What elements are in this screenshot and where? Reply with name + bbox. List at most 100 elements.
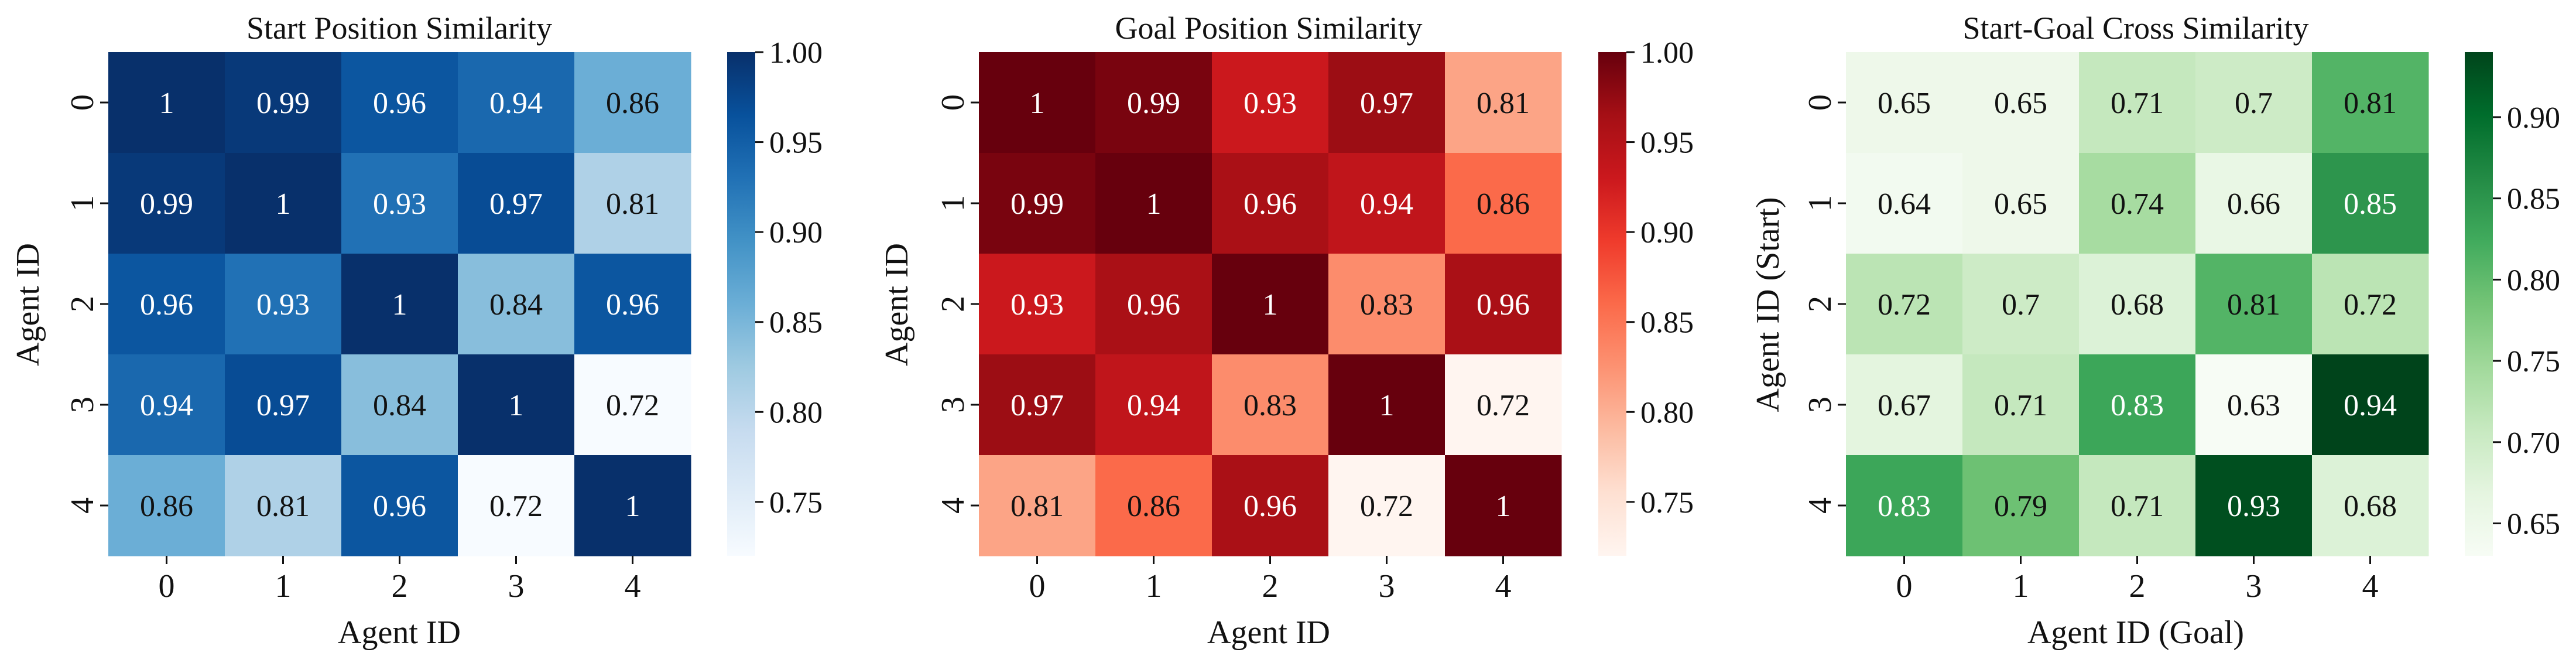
cell-value-label: 0.97: [489, 187, 543, 221]
y-tick-label: 3: [1802, 397, 1838, 413]
y-tick-label: 2: [935, 296, 971, 312]
x-tick-label: 2: [392, 568, 408, 604]
cell-value-label: 0.81: [1477, 87, 1530, 120]
heatmap-cell: [108, 153, 225, 254]
heatmap-cell: [574, 153, 691, 254]
x-tick-label: 2: [2129, 568, 2146, 604]
heatmap-cell: [225, 354, 342, 456]
colorbar-tick-label: 1.00: [1640, 36, 1694, 70]
colorbar-gradient: [727, 52, 755, 556]
colorbar-tick-label: 0.85: [1640, 306, 1694, 340]
x-axis-ticks: 0 1 2 3 4: [1029, 556, 1512, 604]
cell-value-label: 0.86: [1127, 490, 1180, 523]
heatmap-cell: [108, 52, 225, 153]
y-tick-label: 4: [935, 497, 971, 514]
x-tick-label: 0: [1029, 568, 1046, 604]
cell-value-label: 0.83: [1244, 389, 1297, 422]
heatmap-cell: [341, 52, 458, 153]
heatmap-cell: [108, 254, 225, 355]
heatmap-cell: [979, 153, 1096, 254]
heatmap-cell: [1962, 455, 2080, 556]
cell-value-label: 0.67: [1878, 389, 1931, 422]
heatmap-cell: [2312, 254, 2429, 355]
y-tick-label: 1: [64, 195, 101, 211]
heatmap-cell: [2079, 153, 2196, 254]
x-axis-ticks: 0 1 2 3 4: [1896, 556, 2379, 604]
heatmap-cell: [574, 52, 691, 153]
cell-value-label: 0.64: [1878, 187, 1931, 221]
heatmap-cell: [1095, 153, 1212, 254]
cell-value-label: 0.93: [2227, 490, 2280, 523]
cell-value-label: 0.71: [1994, 389, 2047, 422]
cell-value-label: 0.96: [1477, 288, 1530, 322]
cell-value-label: 0.72: [1878, 288, 1931, 322]
cell-value-label: 0.94: [140, 389, 193, 422]
heatmap-cell: [2079, 354, 2196, 456]
colorbar-tick-label: 0.95: [1640, 127, 1694, 160]
x-tick-label: 3: [508, 568, 525, 604]
colorbar-tick-label: 0.95: [769, 127, 823, 160]
y-axis-label: Agent ID (Start): [1750, 197, 1786, 412]
colorbar-tick-label: 0.90: [1640, 216, 1694, 250]
heatmap-cell: [2195, 354, 2313, 456]
y-tick-label: 0: [935, 94, 971, 111]
heatmap-cell: [225, 254, 342, 355]
cell-value-label: 0.71: [2111, 87, 2164, 120]
cell-value-label: 0.94: [1360, 187, 1413, 221]
colorbar-tick-label: 0.85: [769, 306, 823, 340]
cell-value-label: 0.84: [373, 389, 426, 422]
cell-value-label: 0.97: [256, 389, 310, 422]
heatmap-cell: [574, 254, 691, 355]
heatmap-cell: [1328, 455, 1445, 556]
chart-title: Start Position Similarity: [246, 11, 552, 46]
cell-value-label: 0.7: [2002, 288, 2040, 322]
heatmap-cell: [1962, 153, 2080, 254]
heatmap-cell: [1328, 153, 1445, 254]
heatmap-cell: [979, 455, 1096, 556]
heatmap-cells: 1 0.99 0.93 0.97 0.81 0.99 1 0.96 0.94 0.86 0.93 0.…: [979, 52, 1562, 556]
x-tick-label: 1: [2013, 568, 2029, 604]
colorbar-tick-label: 0.70: [2507, 426, 2560, 460]
cell-value-label: 0.93: [373, 187, 426, 221]
colorbar-tick-label: 0.65: [2507, 508, 2560, 541]
colorbar-gradient: [2465, 52, 2493, 556]
heatmap-cell: [1212, 52, 1329, 153]
heatmap-cell: [1328, 354, 1445, 456]
heatmap-cell: [108, 354, 225, 456]
y-tick-label: 3: [64, 397, 101, 413]
heatmap-cell: [1445, 52, 1562, 153]
x-axis-label: Agent ID: [1207, 614, 1330, 651]
y-tick-label: 1: [1802, 195, 1838, 211]
y-tick-label: 3: [935, 397, 971, 413]
heatmap-cell: [1095, 254, 1212, 355]
colorbar-gradient: [1598, 52, 1626, 556]
x-axis-ticks: 0 1 2 3 4: [159, 556, 641, 604]
heatmap-cell: [1962, 52, 2080, 153]
cell-value-label: 0.99: [140, 187, 193, 221]
cell-value-label: 1: [392, 288, 407, 322]
cell-value-label: 0.99: [1127, 87, 1180, 120]
x-axis-label: Agent ID: [338, 614, 461, 651]
heatmap-cell: [1445, 354, 1562, 456]
heatmap-cell: [574, 455, 691, 556]
chart-title: Goal Position Similarity: [1115, 11, 1422, 46]
cell-value-label: 0.97: [1010, 389, 1064, 422]
y-tick-label: 4: [1802, 497, 1838, 514]
cell-value-label: 0.86: [606, 87, 659, 120]
cell-value-label: 0.7: [2235, 87, 2273, 120]
x-tick-label: 3: [2246, 568, 2262, 604]
cell-value-label: 0.65: [1994, 87, 2047, 120]
cell-value-label: 0.94: [2344, 389, 2397, 422]
cell-value-label: 0.83: [1878, 490, 1931, 523]
cell-value-label: 0.81: [1010, 490, 1064, 523]
x-tick-label: 2: [1262, 568, 1279, 604]
cell-value-label: 0.72: [2344, 288, 2397, 322]
colorbar-tick-label: 0.80: [2507, 264, 2560, 297]
y-tick-label: 4: [64, 497, 101, 514]
colorbar-tick-label: 0.85: [2507, 183, 2560, 216]
heatmap-cells: 0.65 0.65 0.71 0.7 0.81 0.64 0.65 0.74 0.66 0.85 0…: [1846, 52, 2429, 556]
cell-value-label: 0.99: [1010, 187, 1064, 221]
cell-value-label: 1: [1379, 389, 1395, 422]
y-tick-label: 0: [64, 94, 101, 111]
